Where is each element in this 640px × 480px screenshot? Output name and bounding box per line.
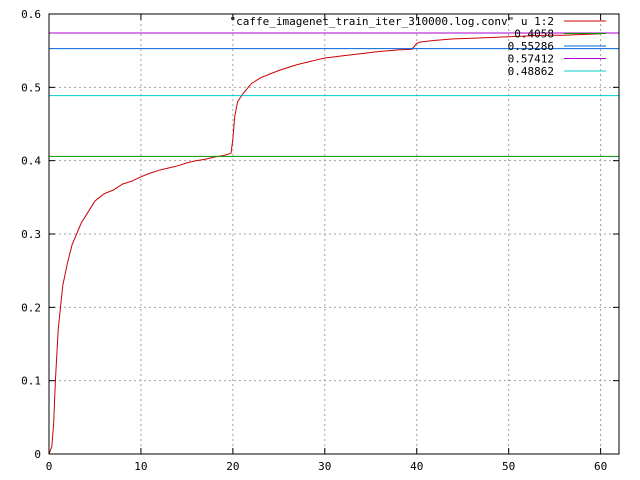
y-tick-label: 0.6	[21, 8, 41, 21]
y-tick-label: 0.3	[21, 228, 41, 241]
x-tick-label: 10	[134, 460, 147, 473]
x-tick-label: 60	[594, 460, 607, 473]
legend-label-0: "caffe_imagenet_train_iter_310000.log.co…	[229, 15, 554, 28]
y-tick-label: 0.4	[21, 155, 41, 168]
legend: "caffe_imagenet_train_iter_310000.log.co…	[229, 15, 606, 78]
x-tick-label: 40	[410, 460, 423, 473]
y-tick-label: 0.5	[21, 81, 41, 94]
legend-label-2: 0.55286	[508, 40, 554, 53]
y-tick-label: 0.1	[21, 375, 41, 388]
legend-label-3: 0.57412	[508, 53, 554, 66]
x-tick-label: 0	[46, 460, 53, 473]
series-line-0	[48, 33, 601, 455]
y-tick-label: 0	[34, 448, 41, 461]
series-layer	[48, 32, 619, 455]
x-tick-label: 30	[318, 460, 331, 473]
y-tick-label: 0.2	[21, 301, 41, 314]
x-tick-label: 50	[502, 460, 515, 473]
legend-label-1: 0.4058	[514, 28, 554, 41]
axis-ticks: 0 10 20 30 40 50 60 0 0.1 0.2 0.3 0.4 0.5 0.6	[21, 8, 619, 473]
x-tick-label: 20	[226, 460, 239, 473]
grid	[49, 14, 619, 454]
legend-label-4: 0.48862	[508, 65, 554, 78]
